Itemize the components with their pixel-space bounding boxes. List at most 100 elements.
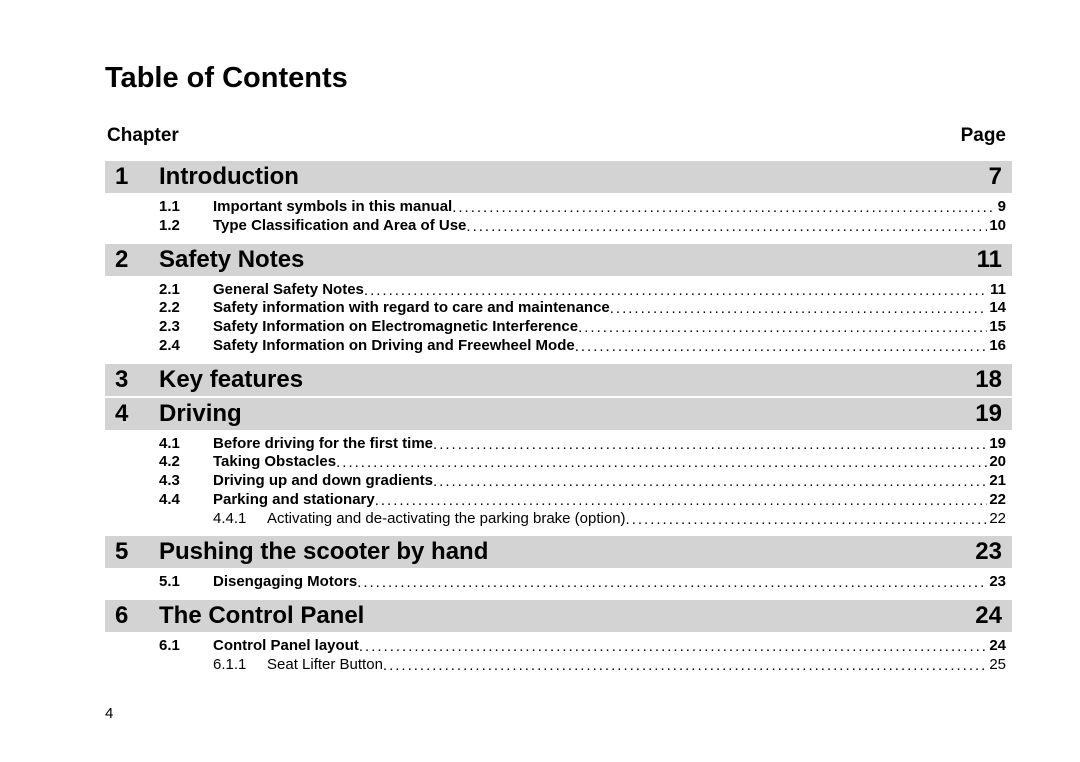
- toc-leader-dots: ........................................…: [466, 218, 987, 237]
- sub-title: Type Classification and Area of Use: [213, 217, 466, 236]
- chapter-title: Pushing the scooter by hand: [159, 538, 975, 566]
- sub-row: 2.1General Safety Notes ................…: [105, 281, 1012, 300]
- chapter-title: Key features: [159, 366, 975, 394]
- sub-page: 25: [987, 656, 1006, 675]
- chapter-row: 6The Control Panel24: [105, 600, 1012, 632]
- sub-page: 22: [987, 491, 1006, 510]
- sub-page: 24: [987, 637, 1006, 656]
- subsub-row: 6.1.1Seat Lifter Button ................…: [105, 656, 1012, 675]
- sub-row: 4.2Taking Obstacles ....................…: [105, 453, 1012, 472]
- toc-leader-dots: ........................................…: [433, 473, 987, 492]
- sub-block: 4.1Before driving for the first time ...…: [105, 432, 1012, 537]
- sub-title: Safety Information on Driving and Freewh…: [213, 337, 575, 356]
- chapter-row: 3Key features18: [105, 364, 1012, 396]
- toc-leader-dots: ........................................…: [610, 300, 988, 319]
- sub-row: 6.1Control Panel layout ................…: [105, 637, 1012, 656]
- page-number: 4: [105, 705, 113, 722]
- toc-body: 1Introduction7 1.1Important symbols in th…: [105, 161, 1012, 683]
- page: Table of Contents Chapter Page 1Introduc…: [0, 0, 1080, 683]
- sub-num: 2.3: [159, 318, 213, 337]
- chapter-num: 6: [105, 602, 159, 630]
- sub-page: 21: [987, 472, 1006, 491]
- chapter-title: Safety Notes: [159, 246, 977, 274]
- sub-num: 6.1: [159, 637, 213, 656]
- sub-num: 4.4.1: [213, 510, 267, 529]
- sub-num: 2.1: [159, 281, 213, 300]
- sub-num: 2.2: [159, 299, 213, 318]
- toc-header-row: Chapter Page: [105, 125, 1012, 147]
- toc-leader-dots: ........................................…: [375, 492, 988, 511]
- toc-title: Table of Contents: [105, 62, 1012, 95]
- toc-leader-dots: ........................................…: [433, 436, 987, 455]
- toc-leader-dots: ........................................…: [364, 282, 988, 301]
- sub-block: 6.1Control Panel layout ................…: [105, 634, 1012, 683]
- sub-page: 14: [987, 299, 1006, 318]
- sub-block: 5.1Disengaging Motors ..................…: [105, 570, 1012, 600]
- sub-title: Seat Lifter Button: [267, 656, 383, 675]
- chapter-page: 7: [989, 163, 1006, 191]
- chapter-row: 1Introduction7: [105, 161, 1012, 193]
- sub-title: Important symbols in this manual: [213, 198, 452, 217]
- toc-leader-dots: ........................................…: [575, 338, 988, 357]
- sub-num: 5.1: [159, 573, 213, 592]
- subsub-row: 4.4.1Activating and de-activating the pa…: [105, 510, 1012, 529]
- chapter-page: 19: [975, 400, 1006, 428]
- sub-num: 4.4: [159, 491, 213, 510]
- sub-title: Control Panel layout: [213, 637, 359, 656]
- toc-leader-dots: ........................................…: [626, 511, 988, 530]
- sub-page: 11: [988, 281, 1006, 300]
- sub-page: 15: [987, 318, 1006, 337]
- sub-num: 4.1: [159, 435, 213, 454]
- chapter-row: 4Driving19: [105, 398, 1012, 430]
- chapter-page: 18: [975, 366, 1006, 394]
- toc-leader-dots: ........................................…: [383, 657, 987, 676]
- sub-row: 4.4Parking and stationary ..............…: [105, 491, 1012, 510]
- sub-page: 10: [987, 217, 1006, 236]
- sub-num: 2.4: [159, 337, 213, 356]
- chapter-num: 2: [105, 246, 159, 274]
- sub-row: 2.3Safety Information on Electromagnetic…: [105, 318, 1012, 337]
- chapter-row: 2Safety Notes11: [105, 244, 1012, 276]
- sub-row: 4.1Before driving for the first time ...…: [105, 435, 1012, 454]
- sub-row: 2.2Safety information with regard to car…: [105, 299, 1012, 318]
- sub-page: 9: [996, 198, 1006, 217]
- toc-leader-dots: ........................................…: [357, 574, 987, 593]
- sub-title: Before driving for the first time: [213, 435, 433, 454]
- sub-title: Activating and de-activating the parking…: [267, 510, 626, 529]
- chapter-page: 23: [975, 538, 1006, 566]
- sub-row: 1.2Type Classification and Area of Use .…: [105, 217, 1012, 236]
- sub-row: 5.1Disengaging Motors ..................…: [105, 573, 1012, 592]
- chapter-num: 3: [105, 366, 159, 394]
- sub-block: 1.1Important symbols in this manual ....…: [105, 195, 1012, 244]
- sub-page: 22: [987, 510, 1006, 529]
- sub-row: 1.1Important symbols in this manual ....…: [105, 198, 1012, 217]
- sub-title: Taking Obstacles: [213, 453, 336, 472]
- chapter-title: Driving: [159, 400, 975, 428]
- chapter-title: The Control Panel: [159, 602, 975, 630]
- sub-num: 1.1: [159, 198, 213, 217]
- chapter-row: 5Pushing the scooter by hand23: [105, 536, 1012, 568]
- sub-title: Safety information with regard to care a…: [213, 299, 610, 318]
- sub-page: 23: [987, 573, 1006, 592]
- sub-block: 2.1General Safety Notes ................…: [105, 278, 1012, 364]
- toc-leader-dots: ........................................…: [452, 199, 995, 218]
- sub-page: 19: [987, 435, 1006, 454]
- toc-leader-dots: ........................................…: [336, 454, 987, 473]
- sub-title: General Safety Notes: [213, 281, 364, 300]
- sub-row: 2.4Safety Information on Driving and Fre…: [105, 337, 1012, 356]
- sub-num: 4.2: [159, 453, 213, 472]
- sub-num: 1.2: [159, 217, 213, 236]
- chapter-title: Introduction: [159, 163, 989, 191]
- sub-row: 4.3Driving up and down gradients .......…: [105, 472, 1012, 491]
- chapter-num: 4: [105, 400, 159, 428]
- sub-num: 6.1.1: [213, 656, 267, 675]
- chapter-page: 24: [975, 602, 1006, 630]
- header-page-label: Page: [961, 125, 1006, 147]
- chapter-page: 11: [977, 246, 1006, 274]
- sub-title: Driving up and down gradients: [213, 472, 433, 491]
- sub-title: Parking and stationary: [213, 491, 375, 510]
- toc-leader-dots: ........................................…: [578, 319, 987, 338]
- sub-page: 20: [987, 453, 1006, 472]
- sub-page: 16: [987, 337, 1006, 356]
- header-chapter-label: Chapter: [107, 125, 179, 147]
